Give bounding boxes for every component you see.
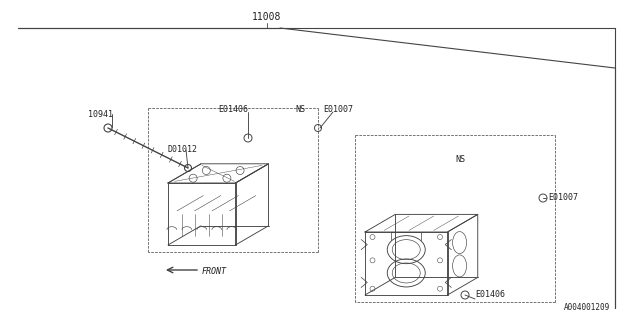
Text: 10941: 10941	[88, 110, 113, 119]
Text: A004001209: A004001209	[564, 303, 610, 312]
Text: D01012: D01012	[168, 145, 198, 154]
Text: E01007: E01007	[323, 105, 353, 114]
Text: E01406: E01406	[475, 290, 505, 299]
Text: E01406: E01406	[218, 105, 248, 114]
Text: NS: NS	[295, 105, 305, 114]
Text: FRONT: FRONT	[202, 267, 227, 276]
Text: E01007: E01007	[548, 193, 578, 202]
Text: NS: NS	[455, 155, 465, 164]
Text: 11008: 11008	[252, 12, 282, 22]
